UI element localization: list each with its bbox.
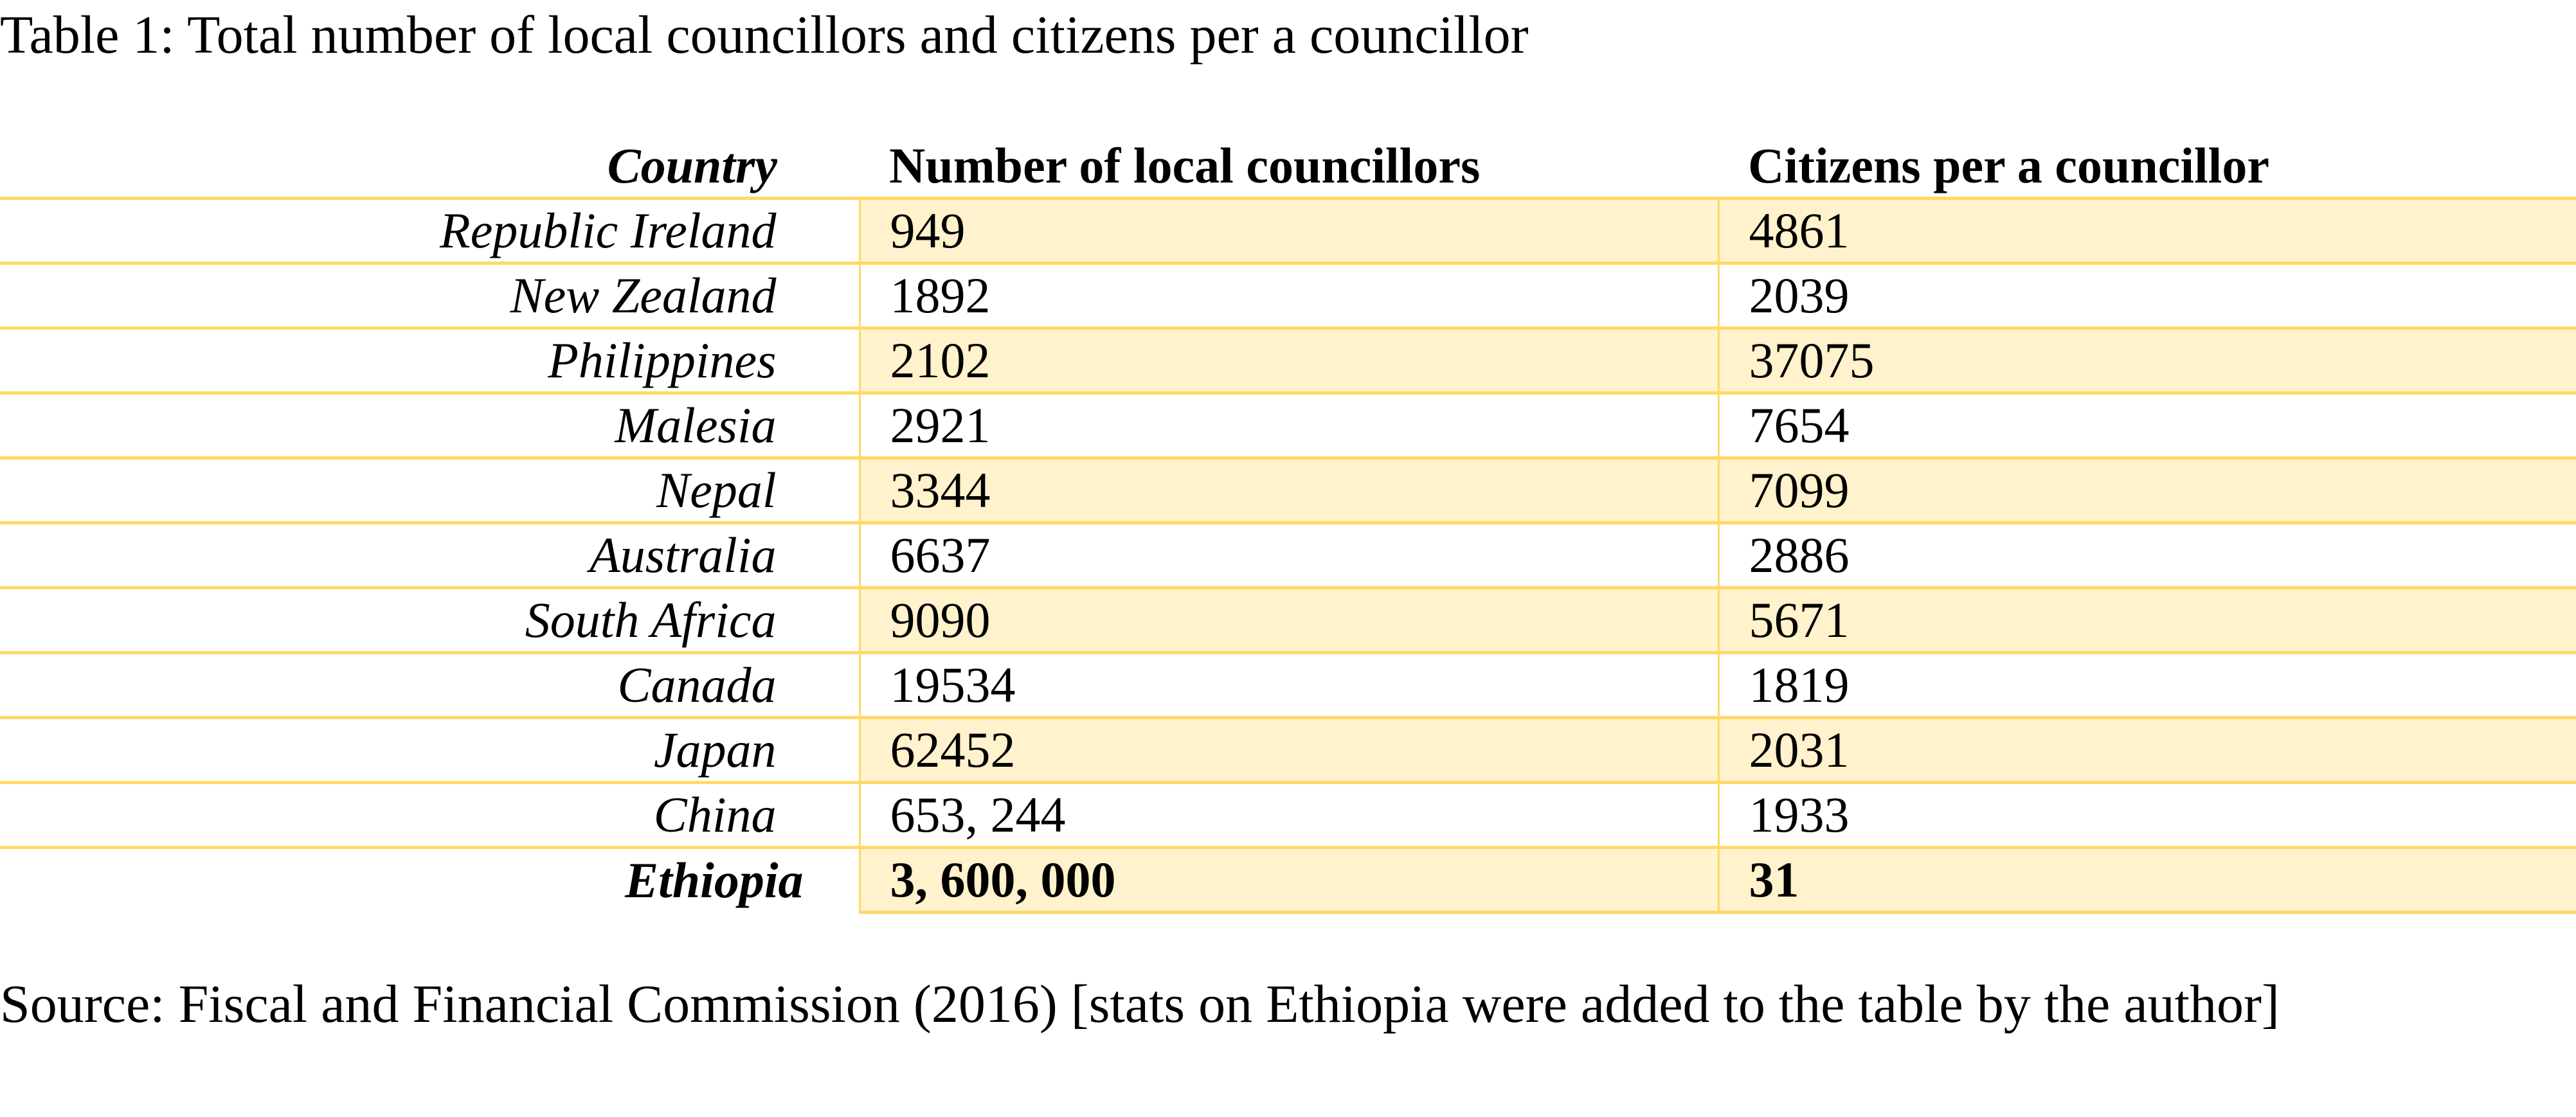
citizens-cell: 1819 xyxy=(1717,652,2576,718)
councillors-cell: 2921 xyxy=(858,393,1718,458)
country-cell: Australia xyxy=(590,527,777,583)
table-row: South Africa 9090 5671 xyxy=(0,587,2576,653)
header-councillors: Number of local councillors xyxy=(889,138,1481,193)
councillors-cell: 3344 xyxy=(858,458,1718,523)
citizens-cell: 2886 xyxy=(1717,523,2576,588)
citizens-cell: 37075 xyxy=(1717,328,2576,393)
councillors-cell: 1892 xyxy=(858,263,1718,328)
citizens-cell: 31 xyxy=(1717,847,2576,914)
country-cell: Republic Ireland xyxy=(440,202,777,258)
header-citizens: Citizens per a councillor xyxy=(1748,138,2269,193)
source-note: Source: Fiscal and Financial Commission … xyxy=(0,974,2280,1034)
citizens-cell: 4861 xyxy=(1717,198,2576,264)
citizens-cell: 2039 xyxy=(1717,263,2576,328)
table-header-row: Country Number of local councillors Citi… xyxy=(0,135,2576,199)
country-cell: Ethiopia xyxy=(625,852,804,909)
header-country: Country xyxy=(607,138,777,193)
country-cell: Japan xyxy=(653,722,777,778)
table-row: Republic Ireland 949 4861 xyxy=(0,198,2576,264)
table-row: Malesia 2921 7654 xyxy=(0,393,2576,458)
citizens-cell: 2031 xyxy=(1717,717,2576,783)
table-row: New Zealand 1892 2039 xyxy=(0,263,2576,328)
table-row: Ethiopia 3, 600, 000 31 xyxy=(0,847,2576,914)
table-row: Australia 6637 2886 xyxy=(0,523,2576,588)
country-cell: China xyxy=(653,787,777,843)
councillors-cell: 3, 600, 000 xyxy=(858,847,1718,914)
councillors-cell: 949 xyxy=(858,198,1718,264)
councillors-cell: 9090 xyxy=(858,587,1718,653)
table-row: China 653, 244 1933 xyxy=(0,782,2576,848)
councillors-cell: 19534 xyxy=(858,652,1718,718)
councillors-cell: 62452 xyxy=(858,717,1718,783)
councillors-table: Country Number of local councillors Citi… xyxy=(0,135,2576,914)
citizens-cell: 7099 xyxy=(1717,458,2576,523)
citizens-cell: 5671 xyxy=(1717,587,2576,653)
table-row: Canada 19534 1819 xyxy=(0,652,2576,718)
country-cell: Malesia xyxy=(615,397,777,453)
country-cell: South Africa xyxy=(525,592,777,648)
country-cell: Philippines xyxy=(548,332,777,388)
table-row: Japan 62452 2031 xyxy=(0,717,2576,783)
country-cell: Canada xyxy=(617,657,777,713)
table-row: Philippines 2102 37075 xyxy=(0,328,2576,393)
citizens-cell: 1933 xyxy=(1717,782,2576,848)
table-row: Nepal 3344 7099 xyxy=(0,458,2576,523)
councillors-cell: 653, 244 xyxy=(858,782,1718,848)
councillors-cell: 2102 xyxy=(858,328,1718,393)
table-caption: Table 1: Total number of local councillo… xyxy=(0,5,1529,65)
councillors-cell: 6637 xyxy=(858,523,1718,588)
country-cell: Nepal xyxy=(656,462,777,518)
country-cell: New Zealand xyxy=(510,267,777,323)
citizens-cell: 7654 xyxy=(1717,393,2576,458)
